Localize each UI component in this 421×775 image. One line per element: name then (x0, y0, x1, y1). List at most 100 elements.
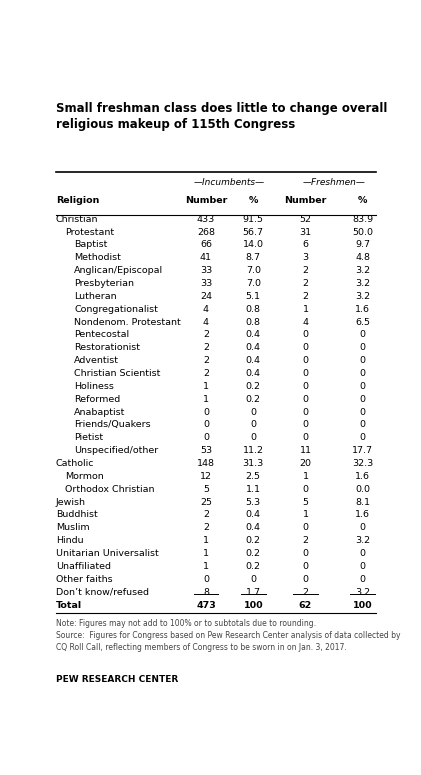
Text: 1: 1 (203, 394, 209, 404)
Text: Reformed: Reformed (74, 394, 120, 404)
Text: 100: 100 (243, 601, 263, 609)
Text: 17.7: 17.7 (352, 446, 373, 455)
Text: 91.5: 91.5 (243, 215, 264, 224)
Text: 268: 268 (197, 228, 215, 236)
Text: 1.6: 1.6 (355, 472, 370, 481)
Text: 2: 2 (302, 266, 309, 275)
Text: Catholic: Catholic (56, 459, 94, 468)
Text: Mormon: Mormon (65, 472, 104, 481)
Text: 433: 433 (197, 215, 215, 224)
Text: 4.8: 4.8 (355, 253, 370, 262)
Text: 0: 0 (302, 394, 309, 404)
Text: 0: 0 (302, 523, 309, 532)
Text: Muslim: Muslim (56, 523, 90, 532)
Text: 0.4: 0.4 (246, 511, 261, 519)
Text: —Freshmen—: —Freshmen— (303, 177, 365, 187)
Text: Presbyterian: Presbyterian (74, 279, 134, 288)
Text: 0: 0 (250, 575, 256, 584)
Text: 0: 0 (302, 433, 309, 443)
Text: Total: Total (56, 601, 82, 609)
Text: 4: 4 (203, 305, 209, 314)
Text: Holiness: Holiness (74, 382, 114, 391)
Text: Adventist: Adventist (74, 356, 119, 365)
Text: 2: 2 (203, 330, 209, 339)
Text: Friends/Quakers: Friends/Quakers (74, 421, 151, 429)
Text: 0: 0 (302, 330, 309, 339)
Text: 33: 33 (200, 279, 212, 288)
Text: 4: 4 (203, 318, 209, 326)
Text: 12: 12 (200, 472, 212, 481)
Text: 100: 100 (353, 601, 373, 609)
Text: %: % (248, 195, 258, 205)
Text: 5: 5 (203, 485, 209, 494)
Text: PEW RESEARCH CENTER: PEW RESEARCH CENTER (56, 675, 178, 684)
Text: 0: 0 (360, 562, 365, 571)
Text: Congregationalist: Congregationalist (74, 305, 158, 314)
Text: Buddhist: Buddhist (56, 511, 98, 519)
Text: 11: 11 (299, 446, 312, 455)
Text: 8: 8 (203, 587, 209, 597)
Text: 0: 0 (203, 408, 209, 417)
Text: 0: 0 (302, 575, 309, 584)
Text: 0: 0 (302, 549, 309, 558)
Text: Christian: Christian (56, 215, 99, 224)
Text: 0.4: 0.4 (246, 343, 261, 353)
Text: 3.2: 3.2 (355, 279, 370, 288)
Text: 0: 0 (203, 433, 209, 443)
Text: 2: 2 (203, 523, 209, 532)
Text: 0: 0 (302, 485, 309, 494)
Text: 5.1: 5.1 (246, 292, 261, 301)
Text: 53: 53 (200, 446, 212, 455)
Text: 1.1: 1.1 (246, 485, 261, 494)
Text: 0: 0 (360, 421, 365, 429)
Text: Pentecostal: Pentecostal (74, 330, 129, 339)
Text: 20: 20 (299, 459, 312, 468)
Text: Anabaptist: Anabaptist (74, 408, 125, 417)
Text: 2: 2 (203, 356, 209, 365)
Text: Hindu: Hindu (56, 536, 83, 545)
Text: 0: 0 (360, 433, 365, 443)
Text: 0: 0 (302, 408, 309, 417)
Text: Other faiths: Other faiths (56, 575, 112, 584)
Text: 0: 0 (302, 421, 309, 429)
Text: 0.2: 0.2 (246, 562, 261, 571)
Text: 3.2: 3.2 (355, 292, 370, 301)
Text: 0: 0 (360, 549, 365, 558)
Text: 3.2: 3.2 (355, 266, 370, 275)
Text: Anglican/Episcopal: Anglican/Episcopal (74, 266, 163, 275)
Text: 0.2: 0.2 (246, 549, 261, 558)
Text: 56.7: 56.7 (243, 228, 264, 236)
Text: 41: 41 (200, 253, 212, 262)
Text: 0: 0 (302, 562, 309, 571)
Text: 31.3: 31.3 (242, 459, 264, 468)
Text: 1.6: 1.6 (355, 305, 370, 314)
Text: 2: 2 (302, 587, 309, 597)
Text: 0: 0 (302, 382, 309, 391)
Text: Jewish: Jewish (56, 498, 86, 507)
Text: Small freshman class does little to change overall
religious makeup of 115th Con: Small freshman class does little to chan… (56, 102, 387, 131)
Text: 0: 0 (360, 356, 365, 365)
Text: Pietist: Pietist (74, 433, 103, 443)
Text: 66: 66 (200, 240, 212, 250)
Text: 6.5: 6.5 (355, 318, 370, 326)
Text: 33: 33 (200, 266, 212, 275)
Text: 0: 0 (360, 343, 365, 353)
Text: 0: 0 (360, 382, 365, 391)
Text: 1: 1 (203, 536, 209, 545)
Text: 62: 62 (299, 601, 312, 609)
Text: Religion: Religion (56, 195, 99, 205)
Text: 0: 0 (203, 575, 209, 584)
Text: Protestant: Protestant (65, 228, 114, 236)
Text: %: % (358, 195, 367, 205)
Text: 3.2: 3.2 (355, 536, 370, 545)
Text: Methodist: Methodist (74, 253, 121, 262)
Text: 14.0: 14.0 (243, 240, 264, 250)
Text: 1: 1 (203, 382, 209, 391)
Text: 0.0: 0.0 (355, 485, 370, 494)
Text: Lutheran: Lutheran (74, 292, 117, 301)
Text: 8.7: 8.7 (246, 253, 261, 262)
Text: 0: 0 (360, 408, 365, 417)
Text: 0: 0 (360, 575, 365, 584)
Text: Note: Figures may not add to 100% or to subtotals due to rounding.
Source:  Figu: Note: Figures may not add to 100% or to … (56, 619, 400, 652)
Text: Number: Number (185, 195, 227, 205)
